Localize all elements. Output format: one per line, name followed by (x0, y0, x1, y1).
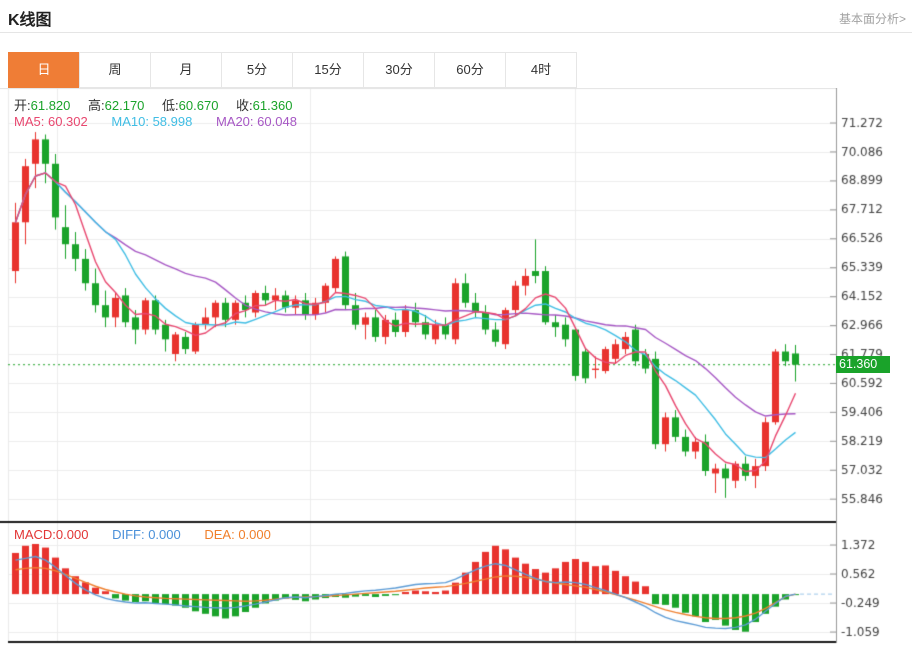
kline-chart-canvas[interactable] (0, 88, 912, 647)
page-title: K线图 (8, 12, 52, 29)
macd-value: 0.000 (55, 527, 89, 542)
ma20-value: 60.048 (257, 114, 297, 129)
macd-label: MACD: (14, 527, 56, 542)
low-value: 60.670 (178, 98, 219, 113)
ma-readout: MA5: 60.302 MA10: 58.998 MA20: 60.048 (14, 114, 297, 129)
macd-readout: MACD:0.000 DIFF: 0.000 DEA: 0.000 (14, 527, 271, 542)
header-divider (0, 32, 912, 33)
tab-15min[interactable]: 15分 (292, 52, 364, 88)
widget-header: K线图 基本面分析> (0, 0, 912, 32)
dea-label: DEA: (204, 527, 235, 542)
tab-day[interactable]: 日 (8, 52, 80, 88)
open-label: 开: (14, 98, 31, 113)
low-label: 低: (162, 98, 179, 113)
tab-30min[interactable]: 30分 (363, 52, 435, 88)
high-value: 62.170 (104, 98, 145, 113)
high-label: 高: (88, 98, 105, 113)
tab-4hour[interactable]: 4时 (505, 52, 577, 88)
close-value: 61.360 (252, 98, 293, 113)
ma10-label: MA10: (111, 114, 149, 129)
tab-week[interactable]: 周 (79, 52, 151, 88)
ma5-label: MA5: (14, 114, 45, 129)
diff-value: 0.000 (148, 527, 181, 542)
dea-value: 0.000 (238, 527, 271, 542)
tab-60min[interactable]: 60分 (434, 52, 506, 88)
ma10-value: 58.998 (152, 114, 193, 129)
ma5-value: 60.302 (47, 114, 88, 129)
period-tab-bar: 日 周 月 5分 15分 30分 60分 4时 (8, 52, 577, 88)
last-price-badge: 61.360 (836, 356, 890, 373)
ma20-label: MA20: (215, 114, 254, 129)
fundamentals-link[interactable]: 基本面分析> (838, 12, 906, 26)
open-value: 61.820 (30, 98, 71, 113)
ohlc-readout: 开:61.820 高:62.170 低:60.670 收:61.360 (14, 95, 292, 114)
close-label: 收: (236, 98, 253, 113)
tab-month[interactable]: 月 (150, 52, 222, 88)
tab-5min[interactable]: 5分 (221, 52, 293, 88)
diff-label: DIFF: (112, 527, 145, 542)
